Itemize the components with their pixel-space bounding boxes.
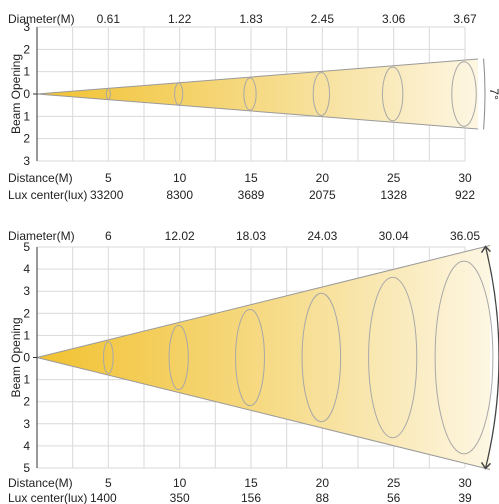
distance-value: 25 xyxy=(387,171,401,185)
diameter-value: 1.22 xyxy=(168,12,192,26)
lux-center-value: 922 xyxy=(455,188,475,202)
y-tick-label: 1 xyxy=(23,373,30,387)
distance-value: 10 xyxy=(173,476,187,490)
y-axis-title: Beam Opening xyxy=(9,54,23,134)
y-tick-label: 2 xyxy=(23,306,30,320)
lux-center-label: Lux center(lux) xyxy=(8,188,87,202)
lux-center-value: 350 xyxy=(170,491,190,504)
arrowhead-bottom xyxy=(480,461,492,470)
distance-value: 5 xyxy=(105,476,112,490)
arrowhead-top xyxy=(480,245,492,254)
diameter-value: 3.06 xyxy=(382,12,406,26)
diameter-label: Diameter(M) xyxy=(8,229,75,243)
beam-cross-section-ellipse xyxy=(243,77,257,111)
y-tick-label: 0 xyxy=(23,87,30,101)
distance-value: 30 xyxy=(458,476,472,490)
distance-value: 25 xyxy=(387,476,401,490)
beam-cross-section-ellipse xyxy=(174,82,184,106)
beam-edge-upper xyxy=(36,245,491,358)
y-tick-label: 4 xyxy=(23,262,30,276)
beam-cross-section-ellipse xyxy=(434,260,494,455)
distance-value: 30 xyxy=(458,171,472,185)
beam-cross-section-ellipse xyxy=(381,66,404,122)
diameter-value: 6 xyxy=(105,229,112,243)
diameter-value: 3.67 xyxy=(453,12,477,26)
beam-edge-upper xyxy=(36,58,479,95)
y-axis-title: Beam Opening xyxy=(9,317,23,397)
y-tick-label: 0 xyxy=(23,351,30,365)
diameter-value: 30.04 xyxy=(379,229,409,243)
y-tick-label: 3 xyxy=(23,417,30,431)
lux-center-value: 39 xyxy=(458,491,472,504)
lux-center-value: 88 xyxy=(316,491,330,504)
beam-cross-section-ellipse xyxy=(451,61,477,127)
diameter-value: 2.45 xyxy=(311,12,335,26)
beam-cone xyxy=(37,245,490,470)
beam-cross-section-ellipse xyxy=(168,324,189,391)
diameter-value: 0.61 xyxy=(97,12,121,26)
y-tick-label: 4 xyxy=(23,439,30,453)
distance-value: 15 xyxy=(244,171,258,185)
beam-angle-arc xyxy=(483,58,486,130)
y-tick-label: 1 xyxy=(23,109,30,123)
diameter-value: 12.02 xyxy=(165,229,195,243)
lux-center-value: 1400 xyxy=(90,491,117,504)
beam-edge-lower xyxy=(36,357,491,470)
diameter-label: Diameter(M) xyxy=(8,12,75,26)
distance-value: 20 xyxy=(316,476,330,490)
y-tick-label: 2 xyxy=(23,395,30,409)
y-tick-label: 3 xyxy=(23,284,30,298)
distance-value: 5 xyxy=(105,171,112,185)
y-tick-label: 2 xyxy=(23,132,30,146)
distance-value: 20 xyxy=(316,171,330,185)
y-tick-label: 5 xyxy=(23,461,30,475)
beam-cross-section-ellipse xyxy=(368,276,418,439)
y-tick-label: 1 xyxy=(23,328,30,342)
y-tick-label: 3 xyxy=(23,20,30,34)
beam-angle-label: 7° xyxy=(487,88,499,100)
distance-label: Distance(M) xyxy=(8,476,73,490)
lux-center-value: 8300 xyxy=(166,188,193,202)
beam-cross-section-ellipse xyxy=(301,292,342,423)
diameter-value: 1.83 xyxy=(239,12,263,26)
lux-center-value: 33200 xyxy=(90,188,124,202)
distance-value: 10 xyxy=(173,171,187,185)
beam-cone xyxy=(37,59,478,129)
lux-center-value: 1328 xyxy=(380,188,407,202)
diameter-value: 24.03 xyxy=(307,229,337,243)
lux-center-value: 3689 xyxy=(238,188,265,202)
lux-center-label: Lux center(lux) xyxy=(8,491,87,504)
distance-label: Distance(M) xyxy=(8,171,73,185)
beam-cross-section-ellipse xyxy=(312,72,330,116)
y-tick-label: 2 xyxy=(23,42,30,56)
beam-cross-section-ellipse xyxy=(235,308,265,407)
beam-edge-lower xyxy=(36,93,479,130)
beam-cross-section-ellipse xyxy=(103,340,114,375)
lux-center-value: 2075 xyxy=(309,188,336,202)
distance-value: 15 xyxy=(244,476,258,490)
lux-center-value: 156 xyxy=(241,491,261,504)
beam-cross-section-ellipse xyxy=(105,88,111,100)
diameter-value: 18.03 xyxy=(236,229,266,243)
y-tick-label: 3 xyxy=(23,154,30,168)
y-tick-label: 1 xyxy=(23,65,30,79)
y-tick-label: 5 xyxy=(23,240,30,254)
diameter-value: 36.05 xyxy=(450,229,480,243)
lux-center-value: 56 xyxy=(387,491,401,504)
